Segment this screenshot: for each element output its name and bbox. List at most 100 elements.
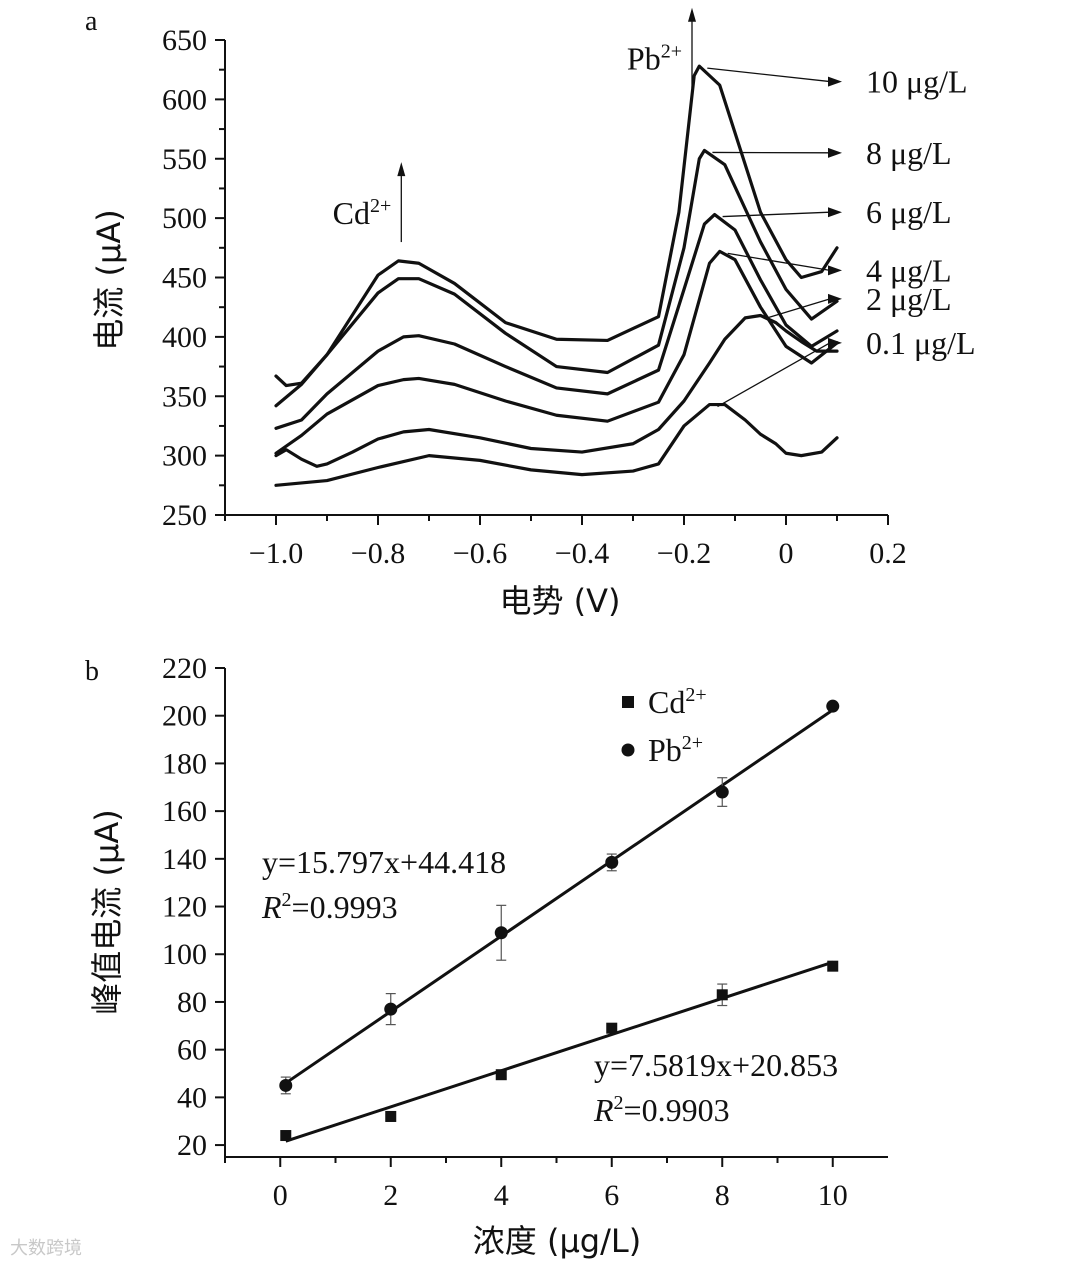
r-exponent: 2 [614,1092,624,1114]
panel-b-ytick-label: 220 [162,652,207,685]
r2-pb: R2=0.9993 [261,889,398,925]
r2-cd: R2=0.9903 [593,1092,730,1128]
panel-b-xtick-label: 10 [818,1179,848,1212]
panel-a-curves [274,64,839,487]
point-cd [385,1110,397,1122]
panel-a-ylabel: 电流 (μA) [90,209,128,350]
panel-a-xtick-label: 0 [779,537,794,570]
arrow-head-4-g-l [828,265,842,276]
panel-a-ytick-label: 650 [162,24,207,57]
panel-b-xtick-label: 6 [604,1179,619,1212]
panel-b-xtick-label: 2 [383,1179,398,1212]
arrow-line-2-g-l [768,298,831,319]
peak-label-cd: Cd2+ [333,195,392,231]
point-cd [280,1130,292,1142]
arrow-line-4-g-l [727,252,831,272]
panel-b-ticks: 0 2 4 6 8 10 20 40 60 80 100 120 140 160 180 200 220 [162,652,848,1212]
panel-b-ytick-label: 80 [177,986,207,1019]
fit-line-cd [285,960,834,1143]
point-pb [494,926,508,940]
r2-value: =0.9993 [292,889,398,925]
legend-ion: Cd [648,684,685,720]
panel-a-ytick-label: 350 [162,380,207,413]
equation-cd: y=7.5819x+20.853 [594,1047,838,1083]
panel-a-ytick-label: 300 [162,440,207,473]
legend-marker-pb [621,743,635,757]
panel-b-ytick-label: 60 [177,1034,207,1067]
panel-a-ytick-label: 250 [162,499,207,532]
r-exponent: 2 [282,889,292,911]
panel-a-ticks: −1.0 −0.8 −0.6 −0.4 −0.2 0 0.2 250 300 350 400 450 5… [162,24,907,570]
panel-b-ytick-label: 180 [162,747,207,780]
panel-b-legend: Cd2+Pb2+ [621,684,707,768]
panel-a: a −1.0 −0.8 −0.6 −0.4 −0.2 0 0.2 250 300 350 400 45… [85,6,976,620]
panel-a-xtick-label: −0.6 [453,537,507,570]
panel-b-xtick-label: 8 [715,1179,730,1212]
point-pb [279,1078,293,1092]
curve-2-g-l [274,313,839,468]
arrow-line-6-g-l [722,211,831,218]
label-10-g-l: 10 μg/L [866,64,968,100]
panel-a-ytick-label: 400 [162,321,207,354]
arrow-line-0-1-g-l [717,342,831,408]
panel-a-ytick-label: 500 [162,202,207,235]
panel-a-label: a [85,6,98,37]
panel-a-xtick-label: −0.8 [351,537,405,570]
peak-label-pb: Pb2+ [627,41,682,77]
legend-label-cd: Cd2+ [648,684,707,720]
arrow-head-8-g-l [828,147,842,158]
arrow-head-10-g-l [828,76,842,87]
panel-b-ytick-label: 140 [162,843,207,876]
panel-a-axes [224,40,888,516]
panel-a-xtick-label: −1.0 [249,537,303,570]
panel-b-ytick-label: 20 [177,1129,207,1162]
watermark: 大数跨境 [10,1238,82,1259]
panel-a-xtick-label: −0.4 [555,537,609,570]
peak-ion: Pb [627,41,661,77]
legend-label-pb: Pb2+ [648,732,703,768]
label-8-g-l: 8 μg/L [866,135,952,171]
curve-8-g-l [274,148,839,408]
panel-b-axes [224,668,888,1158]
panel-a-xtick-label: 0.2 [869,537,907,570]
fit-line-pb [284,708,834,1085]
point-cd [716,989,728,1001]
legend-charge: 2+ [682,732,703,754]
arrow-head-0-1-g-l [828,337,842,348]
peak-charge: 2+ [370,195,391,217]
curve-6-g-l [274,212,839,430]
panel-b-xtick-label: 0 [273,1179,288,1212]
panel-a-ytick-label: 550 [162,143,207,176]
equation-pb: y=15.797x+44.418 [262,844,506,880]
peak-charge: 2+ [661,41,682,63]
panel-a-ytick-label: 450 [162,262,207,295]
peak-arrow-head-pb [688,7,696,22]
panel-a-xtick-label: −0.2 [657,537,711,570]
panel-b: b 0 2 4 6 8 10 20 40 60 80 100 120 140 160 180 200 220 C… [85,652,888,1260]
point-pb [715,785,729,799]
panel-b-ytick-label: 100 [162,938,207,971]
panel-b-equations: y=7.5819x+20.853 R2=0.9903 y=15.797x+44.41… [261,844,838,1128]
panel-b-label: b [85,656,99,687]
peak-ion: Cd [333,195,370,231]
panel-b-xlabel: 浓度 (μg/L) [473,1222,641,1260]
point-cd [606,1022,618,1034]
panel-b-xtick-label: 4 [494,1179,509,1212]
point-pb [826,699,840,713]
panel-a-xlabel: 电势 (V) [499,582,620,620]
legend-charge: 2+ [685,684,706,706]
legend-marker-cd [622,696,634,708]
legend-ion: Pb [648,732,682,768]
point-pb [605,855,619,869]
curve-0-1-g-l [274,402,839,487]
curve-4-g-l [274,249,839,455]
panel-b-ytick-label: 200 [162,700,207,733]
point-pb [384,1002,398,1016]
arrow-head-6-g-l [828,207,842,218]
label-0-1-g-l: 0.1 μg/L [866,325,976,361]
panel-a-ytick-label: 600 [162,83,207,116]
panel-b-ylabel: 峰值电流 (μA) [88,809,126,1014]
r-symbol: R [593,1092,614,1128]
label-2-g-l: 2 μg/L [866,281,952,317]
